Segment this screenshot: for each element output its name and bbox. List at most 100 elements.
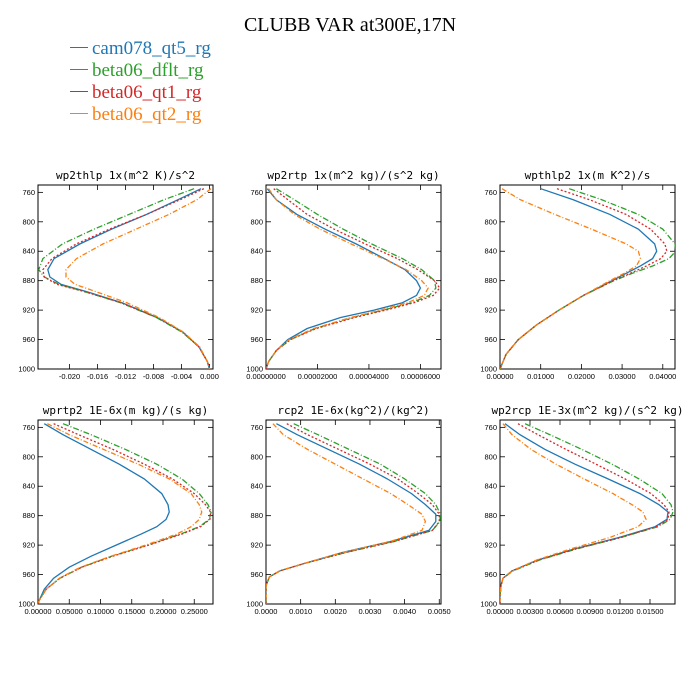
- y-tick-label: 800: [250, 217, 263, 226]
- series-line-cam078_qt5_rg: [500, 188, 658, 369]
- x-tick-label: 0.0040: [393, 607, 416, 616]
- y-tick-label: 1000: [480, 600, 497, 609]
- y-tick-label: 880: [484, 276, 497, 285]
- series-line-beta06_qt1_rg: [38, 423, 212, 604]
- y-tick-label: 920: [484, 541, 497, 550]
- legend-swatch: [70, 113, 88, 115]
- x-tick-label: 0.03000: [609, 372, 636, 381]
- y-tick-label: 760: [484, 423, 497, 432]
- panel-4: wprtp2 1E-6x(m kg)/(s kg) 760 800 840 880 920…: [18, 404, 214, 616]
- series-line-beta06_qt1_rg: [500, 188, 668, 369]
- y-tick-label: 840: [484, 247, 497, 256]
- x-tick-label: 0.0050: [428, 607, 451, 616]
- y-tick-label: 800: [250, 452, 263, 461]
- y-tick-label: 880: [484, 511, 497, 520]
- legend-swatch: [70, 91, 88, 93]
- series-line-cam078_qt5_rg: [38, 423, 170, 604]
- legend: cam078_qt5_rg beta06_dflt_rg beta06_qt1_…: [70, 38, 211, 126]
- series-line-beta06_qt2_rg: [65, 188, 212, 369]
- series-line-cam078_qt5_rg: [266, 188, 422, 369]
- series-line-beta06_dflt_rg: [500, 423, 674, 604]
- y-tick-label: 760: [484, 188, 497, 197]
- y-tick-label: 1000: [246, 365, 263, 374]
- series-line-beta06_qt2_rg: [266, 423, 427, 604]
- y-tick-label: 1000: [18, 600, 35, 609]
- legend-label: beta06_qt1_rg: [92, 82, 202, 103]
- x-tick-label: 0.00002000: [298, 372, 338, 381]
- x-tick-label: 0.0010: [289, 607, 312, 616]
- y-tick-label: 1000: [480, 365, 497, 374]
- y-tick-label: 760: [22, 188, 35, 197]
- panel-6: wp2rcp 1E-3x(m^2 kg)/(s^2 kg) 760 800 840 88…: [480, 404, 683, 616]
- plot-frame: [265, 419, 442, 605]
- x-tick-label: 0.00900: [576, 607, 603, 616]
- panel-2: wp2rtp 1x(m^2 kg)/(s^2 kg) 760 800 840 880 92…: [246, 169, 442, 381]
- series-line-beta06_dflt_rg: [266, 423, 441, 604]
- series-line-beta06_qt1_rg: [266, 188, 441, 369]
- x-tick-label: 0.10000: [87, 607, 114, 616]
- y-tick-label: 840: [484, 482, 497, 491]
- y-tick-label: 840: [22, 482, 35, 491]
- x-tick-label: 0.000: [200, 372, 219, 381]
- legend-entry: beta06_dflt_rg: [70, 60, 211, 82]
- y-tick-label: 880: [22, 276, 35, 285]
- series-line-beta06_qt2_rg: [266, 188, 429, 369]
- x-tick-label: 0.00600: [546, 607, 573, 616]
- y-tick-label: 800: [22, 217, 35, 226]
- x-tick-label: 0.01200: [606, 607, 633, 616]
- series-line-beta06_dflt_rg: [500, 188, 675, 369]
- x-tick-label: 0.05000: [56, 607, 83, 616]
- x-tick-label: 0.25000: [181, 607, 208, 616]
- x-tick-label: 0.00000: [24, 607, 51, 616]
- series-line-beta06_qt2_rg: [38, 423, 203, 604]
- legend-swatch: [70, 69, 88, 71]
- x-tick-label: 0.04000: [649, 372, 676, 381]
- x-tick-label: 0.0030: [358, 607, 381, 616]
- x-tick-label: 0.02000: [568, 372, 595, 381]
- series-line-beta06_qt1_rg: [266, 423, 440, 604]
- panel-3: wpthlp2 1x(m K^2)/s 760 800 840 880 920 960 100…: [480, 169, 676, 381]
- series-line-beta06_qt2_rg: [500, 423, 647, 604]
- y-tick-label: 800: [484, 452, 497, 461]
- series-line-beta06_dflt_rg: [266, 188, 437, 369]
- y-tick-label: 1000: [246, 600, 263, 609]
- panel-title: wprtp2 1E-6x(m kg)/(s kg): [43, 404, 209, 417]
- x-tick-label: -0.012: [115, 372, 136, 381]
- panel-title: wp2rcp 1E-3x(m^2 kg)/(s^2 kg): [491, 404, 683, 417]
- x-tick-label: 0.0000: [255, 607, 278, 616]
- y-tick-label: 880: [22, 511, 35, 520]
- x-tick-label: 0.01500: [636, 607, 663, 616]
- y-tick-label: 960: [22, 335, 35, 344]
- y-tick-label: 920: [250, 541, 263, 550]
- x-tick-label: 0.15000: [118, 607, 145, 616]
- y-tick-label: 760: [250, 423, 263, 432]
- y-tick-label: 960: [484, 335, 497, 344]
- legend-label: cam078_qt5_rg: [92, 38, 211, 59]
- x-tick-label: -0.004: [171, 372, 192, 381]
- series-line-beta06_dflt_rg: [38, 188, 211, 369]
- y-tick-label: 920: [22, 306, 35, 315]
- x-tick-label: 0.00004000: [349, 372, 389, 381]
- y-tick-label: 800: [484, 217, 497, 226]
- legend-entry: cam078_qt5_rg: [70, 38, 211, 60]
- x-tick-label: 0.20000: [149, 607, 176, 616]
- y-tick-label: 880: [250, 276, 263, 285]
- series-line-beta06_dflt_rg: [38, 423, 212, 604]
- y-tick-label: 920: [22, 541, 35, 550]
- x-tick-label: 0.00000: [486, 607, 513, 616]
- x-tick-label: -0.020: [59, 372, 80, 381]
- plot-frame: [37, 419, 214, 605]
- panel-title: rcp2 1E-6x(kg^2)/(kg^2): [277, 404, 429, 417]
- x-tick-label: 0.01000: [527, 372, 554, 381]
- series-line-cam078_qt5_rg: [500, 423, 669, 604]
- panel-title: wp2thlp 1x(m^2 K)/s^2: [56, 169, 195, 182]
- x-tick-label: 0.00006000: [401, 372, 441, 381]
- y-tick-label: 840: [250, 247, 263, 256]
- x-tick-label: 0.0020: [324, 607, 347, 616]
- x-tick-label: -0.016: [87, 372, 108, 381]
- panel-5: rcp2 1E-6x(kg^2)/(kg^2) 760 800 840 880 920 96…: [246, 404, 450, 616]
- y-tick-label: 1000: [18, 365, 35, 374]
- panel-title: wpthlp2 1x(m K^2)/s: [525, 169, 651, 182]
- y-tick-label: 920: [484, 306, 497, 315]
